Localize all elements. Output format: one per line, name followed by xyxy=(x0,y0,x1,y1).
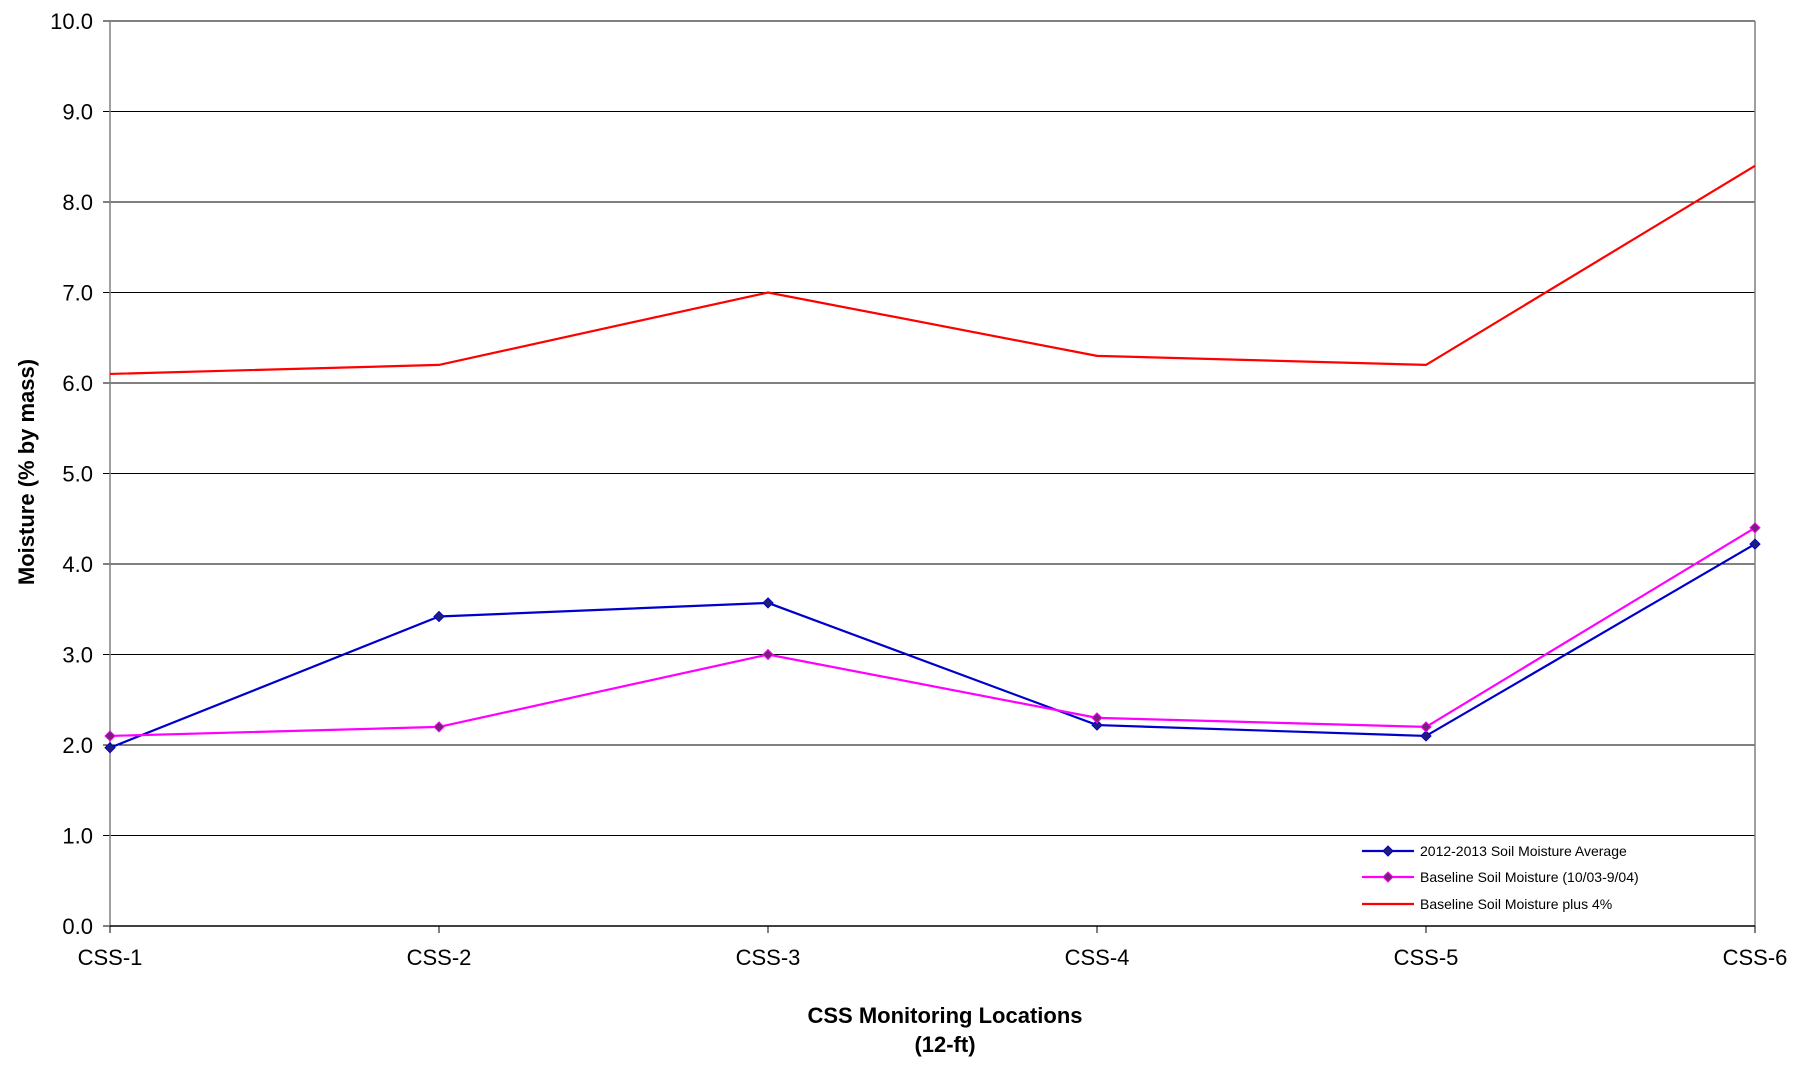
data-point-marker xyxy=(1420,730,1432,742)
data-point-marker xyxy=(433,610,445,623)
data-point-marker xyxy=(433,721,445,733)
series-group xyxy=(104,522,1761,742)
y-tick-label: 6.0 xyxy=(62,371,93,396)
y-tick-label: 10.0 xyxy=(50,9,93,34)
series-lines xyxy=(104,164,1761,754)
y-tick-label: 0.0 xyxy=(62,914,93,939)
legend-label: Baseline Soil Moisture plus 4% xyxy=(1420,896,1612,912)
series-group xyxy=(104,538,1761,754)
data-point-marker xyxy=(1091,719,1103,731)
data-point-marker xyxy=(762,597,774,609)
x-tick-label: CSS-1 xyxy=(78,945,143,970)
data-point-marker xyxy=(762,648,774,661)
y-tick-label: 7.0 xyxy=(62,281,93,306)
data-point-marker xyxy=(104,730,116,742)
data-point-marker xyxy=(1749,538,1761,550)
axes xyxy=(103,20,1756,933)
y-tick-label: 2.0 xyxy=(62,733,93,758)
data-point-marker xyxy=(1749,522,1761,534)
legend-swatch-marker xyxy=(1382,845,1394,857)
x-tick-label: CSS-4 xyxy=(1065,945,1130,970)
y-tick-label: 8.0 xyxy=(62,190,93,215)
x-axis-title-line-2: (12-ft) xyxy=(914,1032,975,1057)
series-group xyxy=(109,164,1756,376)
x-tick-label: CSS-2 xyxy=(407,945,472,970)
series-line xyxy=(109,164,1756,376)
x-tick-labels: CSS-1 CSS-2 CSS-3 CSS-4 CSS-5 CSS-6 xyxy=(78,945,1788,970)
gridlines xyxy=(110,20,1755,836)
data-point-marker xyxy=(1420,721,1432,733)
y-tick-labels: 0.0 1.0 2.0 3.0 4.0 5.0 6.0 7.0 8.0 9.0 10.0 xyxy=(50,9,93,939)
legend-swatch-marker xyxy=(1382,871,1394,883)
x-tick-label: CSS-6 xyxy=(1723,945,1788,970)
series-line xyxy=(109,543,1756,749)
y-axis-title: Moisture (% by mass) xyxy=(14,359,39,585)
series-line xyxy=(109,526,1756,738)
legend-label: 2012-2013 Soil Moisture Average xyxy=(1420,843,1627,859)
y-tick-label: 9.0 xyxy=(62,100,93,125)
x-tick-label: CSS-3 xyxy=(736,945,801,970)
y-tick-label: 1.0 xyxy=(62,824,93,849)
x-tick-label: CSS-5 xyxy=(1394,945,1459,970)
legend: 2012-2013 Soil Moisture Average Baseline … xyxy=(1362,843,1639,912)
y-tick-label: 5.0 xyxy=(62,462,93,487)
data-point-marker xyxy=(104,742,116,754)
legend-label: Baseline Soil Moisture (10/03-9/04) xyxy=(1420,869,1639,885)
y-tick-label: 4.0 xyxy=(62,552,93,577)
data-point-marker xyxy=(1091,712,1103,724)
y-tick-label: 3.0 xyxy=(62,643,93,668)
x-axis-title-line-1: CSS Monitoring Locations xyxy=(808,1003,1083,1028)
